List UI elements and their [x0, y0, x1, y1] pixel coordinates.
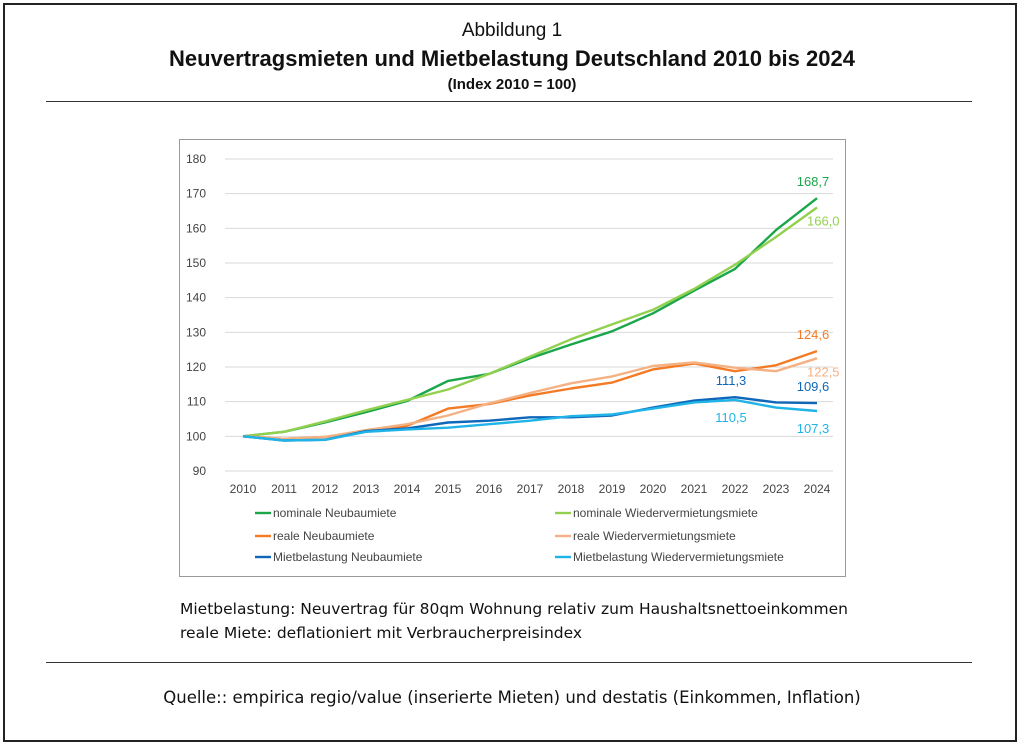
data-label-2: 166,0	[807, 214, 840, 229]
x-tick-label-2015: 2015	[435, 482, 462, 496]
legend-label-2: nominale Wiedervermietungsmiete	[573, 506, 758, 520]
figure-frame	[3, 3, 1017, 742]
legend-label-5: Mietbelastung Neubaumiete	[273, 550, 423, 564]
line-chart: 90 100 110 120 130 140 150 160 170 180 2010 2011 201…	[186, 152, 840, 564]
y-tick-label-160: 160	[186, 221, 206, 235]
data-label-5: 111,3	[716, 373, 747, 388]
y-tick-label-150: 150	[186, 256, 206, 270]
legend-label-4: reale Wiedervermietungsmiete	[573, 529, 736, 543]
y-tick-label-100: 100	[186, 429, 206, 443]
y-tick-label-90: 90	[193, 464, 207, 478]
x-tick-label-2020: 2020	[640, 482, 667, 496]
series-line-2	[242, 206, 818, 438]
series-line-4	[242, 357, 818, 440]
figure-title: Neuvertragsmieten und Mietbelastung Deut…	[169, 46, 855, 71]
x-tick-label-2011: 2011	[271, 482, 297, 496]
y-tick-label-140: 140	[186, 291, 206, 305]
data-label-3: 124,6	[797, 327, 830, 342]
figure-subtitle: (Index 2010 = 100)	[447, 76, 577, 93]
x-tick-label-2023: 2023	[763, 482, 790, 496]
note-reale-miete: reale Miete: deflationiert mit Verbrauch…	[180, 624, 583, 642]
figure-label: Abbildung 1	[461, 20, 563, 41]
data-label-4: 122,5	[807, 364, 840, 379]
series-line-3	[242, 349, 818, 440]
legend-label-3: reale Neubaumiete	[273, 529, 375, 543]
series-line-1	[242, 197, 818, 438]
x-tick-label-2019: 2019	[599, 482, 626, 496]
data-label-7: 110,5	[715, 410, 747, 425]
chart-area: 90 100 110 120 130 140 150 160 170 180 2010 2011 201…	[179, 139, 846, 577]
y-tick-label-180: 180	[186, 152, 206, 166]
x-tick-label-2016: 2016	[476, 482, 503, 496]
x-tick-label-2018: 2018	[558, 482, 585, 496]
y-tick-label-110: 110	[187, 395, 206, 409]
y-tick-label-120: 120	[186, 360, 206, 374]
data-label-6: 109,6	[797, 379, 830, 394]
bottom-divider	[46, 662, 972, 663]
legend-label-1: nominale Neubaumiete	[273, 506, 397, 520]
source-note: Quelle:: empirica regio/value (inseriert…	[163, 688, 861, 707]
series-line-6	[242, 398, 818, 442]
note-mietbelastung: Mietbelastung: Neuvertrag für 80qm Wohnu…	[180, 600, 848, 618]
x-tick-label-2014: 2014	[394, 482, 421, 496]
x-tick-label-2012: 2012	[312, 482, 339, 496]
x-tick-label-2013: 2013	[353, 482, 380, 496]
x-tick-label-2021: 2021	[681, 482, 708, 496]
legend-label-6: Mietbelastung Wiedervermietungsmiete	[573, 550, 784, 564]
x-tick-label-2022: 2022	[722, 482, 749, 496]
x-tick-label-2010: 2010	[230, 482, 257, 496]
x-tick-label-2017: 2017	[517, 482, 544, 496]
data-label-1: 168,7	[797, 174, 830, 189]
y-tick-label-170: 170	[186, 187, 206, 201]
top-divider	[46, 101, 972, 102]
y-tick-label-130: 130	[186, 325, 206, 339]
x-tick-label-2024: 2024	[804, 482, 831, 496]
data-label-8: 107,3	[797, 421, 830, 436]
